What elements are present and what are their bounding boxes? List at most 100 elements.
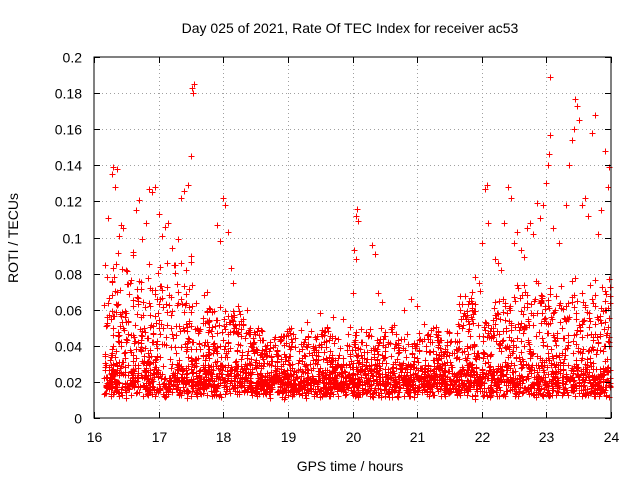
data-point	[493, 338, 500, 345]
data-point	[491, 332, 498, 339]
data-point	[258, 327, 265, 334]
data-point	[142, 304, 149, 311]
data-point	[143, 220, 150, 227]
data-point	[164, 322, 171, 329]
data-point	[166, 292, 173, 299]
data-point	[145, 391, 152, 398]
data-point	[256, 380, 263, 387]
data-point	[483, 320, 490, 327]
data-point	[453, 355, 460, 362]
data-point	[271, 376, 278, 383]
data-point	[225, 340, 232, 347]
data-point	[175, 384, 182, 391]
data-point	[135, 383, 142, 390]
data-point	[516, 372, 523, 379]
data-point	[147, 285, 154, 292]
data-point	[415, 385, 422, 392]
data-point	[467, 333, 474, 340]
data-point	[295, 360, 302, 367]
data-point	[594, 347, 601, 354]
data-point	[352, 332, 359, 339]
data-point	[304, 387, 311, 394]
data-point	[176, 357, 183, 364]
data-point	[143, 380, 150, 387]
data-point	[558, 283, 565, 290]
data-point	[579, 334, 586, 341]
data-point	[565, 332, 572, 339]
data-point	[119, 319, 126, 326]
data-point	[408, 363, 415, 370]
data-point	[109, 292, 116, 299]
data-point	[542, 379, 549, 386]
data-point	[343, 362, 350, 369]
data-point	[483, 370, 490, 377]
data-point	[101, 302, 108, 309]
data-point	[114, 302, 121, 309]
y-tick-label: 0.08	[55, 267, 82, 283]
data-point	[274, 359, 281, 366]
data-point	[209, 333, 216, 340]
data-point	[157, 386, 164, 393]
y-tick-label: 0.14	[55, 158, 82, 174]
data-point	[525, 384, 532, 391]
data-point	[396, 373, 403, 380]
data-point	[264, 386, 271, 393]
data-point	[533, 278, 540, 285]
data-point	[600, 308, 607, 315]
data-point	[506, 334, 513, 341]
data-point	[531, 298, 538, 305]
data-point	[135, 375, 142, 382]
data-point	[540, 202, 547, 209]
data-point	[290, 331, 297, 338]
data-point	[160, 325, 167, 332]
data-point	[193, 370, 200, 377]
data-point	[359, 363, 366, 370]
data-point	[598, 207, 605, 214]
data-point	[565, 342, 572, 349]
data-point	[352, 341, 359, 348]
data-point	[176, 323, 183, 330]
x-tick-label: 16	[87, 429, 103, 445]
data-point	[587, 355, 594, 362]
data-point	[174, 361, 181, 368]
data-point	[397, 362, 404, 369]
data-point	[436, 352, 443, 359]
data-point	[587, 318, 594, 325]
data-point	[583, 366, 590, 373]
data-point	[159, 287, 166, 294]
data-point	[505, 184, 512, 191]
data-point	[463, 385, 470, 392]
data-point	[160, 304, 167, 311]
data-point	[108, 354, 115, 361]
data-point	[343, 391, 350, 398]
data-point	[242, 361, 249, 368]
data-point	[546, 151, 553, 158]
data-point	[451, 381, 458, 388]
data-point	[225, 229, 232, 236]
data-point	[229, 366, 236, 373]
data-point	[473, 365, 480, 372]
data-point	[281, 396, 288, 403]
data-points	[101, 74, 614, 403]
data-point	[404, 369, 411, 376]
data-point	[182, 302, 189, 309]
data-point	[586, 347, 593, 354]
data-point	[328, 389, 335, 396]
data-point	[309, 352, 316, 359]
data-point	[266, 391, 273, 398]
data-point	[512, 324, 519, 331]
data-point	[575, 374, 582, 381]
data-point	[471, 372, 478, 379]
data-point	[395, 389, 402, 396]
data-point	[485, 359, 492, 366]
data-point	[575, 345, 582, 352]
data-point	[536, 383, 543, 390]
data-point	[178, 260, 185, 267]
data-point	[183, 267, 190, 274]
data-point	[552, 337, 559, 344]
data-point	[539, 293, 546, 300]
data-point	[569, 137, 576, 144]
data-point	[518, 320, 525, 327]
data-point	[311, 391, 318, 398]
